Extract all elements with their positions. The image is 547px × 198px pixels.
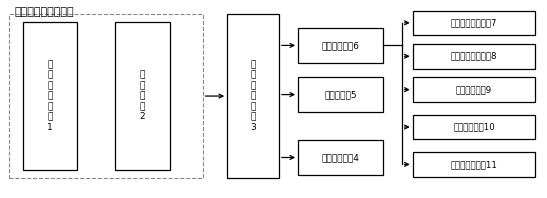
Bar <box>298 140 382 175</box>
Text: 位置记录模块9: 位置记录模块9 <box>456 85 492 94</box>
Bar <box>227 14 279 178</box>
Bar <box>412 115 536 139</box>
Text: 预置位模块5: 预置位模块5 <box>324 90 357 99</box>
Text: 红
外
测
温
装
置
1: 红 外 测 温 装 置 1 <box>47 60 53 132</box>
Bar <box>412 152 536 177</box>
Text: 校准方式选择模块7: 校准方式选择模块7 <box>451 18 497 27</box>
Bar <box>22 22 77 170</box>
Bar <box>115 22 170 170</box>
Text: 温度比较模块10: 温度比较模块10 <box>453 123 495 131</box>
Bar <box>298 77 382 112</box>
Text: 校准周期设置模块8: 校准周期设置模块8 <box>451 52 497 61</box>
Text: 云
台
控
制
模
块
3: 云 台 控 制 模 块 3 <box>250 60 256 132</box>
Bar <box>298 28 382 63</box>
Bar <box>412 10 536 35</box>
Bar <box>412 77 536 102</box>
Bar <box>412 44 536 69</box>
Text: 预置位重置模块11: 预置位重置模块11 <box>451 160 497 169</box>
Text: 扫描式红外测温系统: 扫描式红外测温系统 <box>14 7 74 17</box>
Text: 动作控制模块4: 动作控制模块4 <box>322 153 359 162</box>
Text: 扫
描
云
台
2: 扫 描 云 台 2 <box>139 71 146 121</box>
Bar <box>9 14 202 178</box>
Text: 自动校准模块6: 自动校准模块6 <box>321 41 359 50</box>
